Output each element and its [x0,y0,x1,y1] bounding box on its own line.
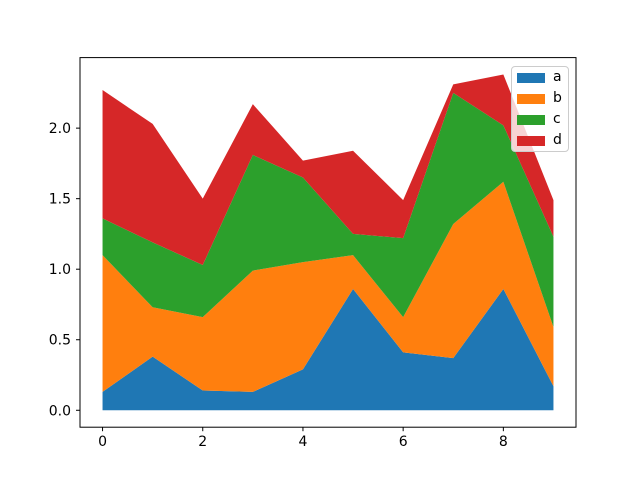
y-tick-label: 1.5 [49,192,71,208]
legend-entry-b: b [517,88,562,109]
area-series-b [102,181,554,392]
tick-group [76,127,504,432]
y-tick-label: 0.5 [49,333,71,349]
legend-label-a: a [553,69,562,85]
legend-entry-a: a [517,67,562,88]
legend-entry-d: d [517,130,562,151]
legend-swatch-d [517,135,545,146]
x-tick-label: 2 [198,434,207,450]
area-series-group [102,74,554,411]
legend-swatch-b [517,93,545,104]
y-tick-label: 1.0 [49,262,71,278]
legend-label-c: c [553,111,561,127]
y-tick-label: 2.0 [49,121,71,137]
legend-swatch-a [517,72,545,83]
legend-entry-c: c [517,109,562,130]
area-series-d [102,74,554,265]
x-tick-label: 4 [298,434,307,450]
legend-label-b: b [553,90,562,106]
legend-label-d: d [553,132,562,148]
x-tick-label: 8 [499,434,508,450]
axes-border [79,57,577,428]
y-tick-label: 0.0 [49,403,71,419]
x-tick-label: 6 [399,434,408,450]
x-tick-label: 0 [98,434,107,450]
area-series-a [102,288,554,411]
area-series-c [102,92,554,328]
legend-swatch-c [517,114,545,125]
